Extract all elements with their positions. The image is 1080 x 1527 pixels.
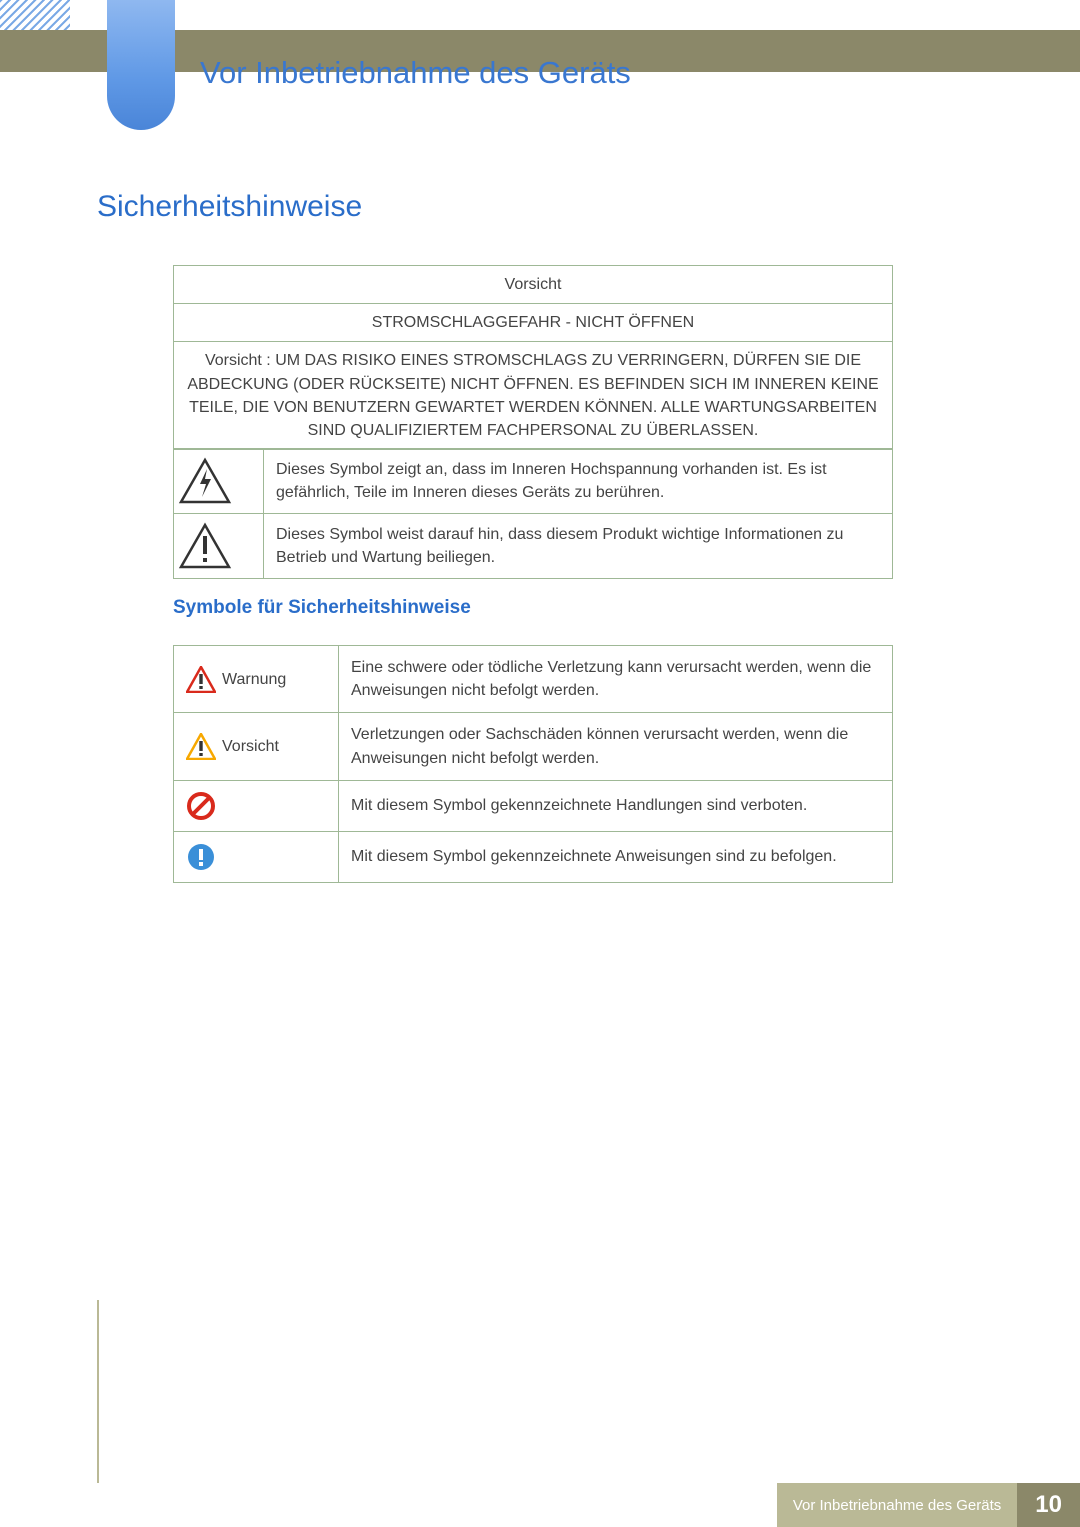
safety-symbol-table: Warnung Eine schwere oder tödliche Verle…: [173, 645, 893, 883]
caution-box: Vorsicht STROMSCHLAGGEFAHR - NICHT ÖFFNE…: [173, 265, 893, 450]
important-info-icon: [178, 522, 232, 570]
caution-text: Verletzungen oder Sachschäden können ver…: [339, 713, 893, 780]
page-footer: Vor Inbetriebnahme des Geräts 10: [97, 1483, 1080, 1527]
warning-icon: [186, 666, 216, 693]
chapter-title: Vor Inbetriebnahme des Geräts: [200, 55, 631, 91]
subsection-title: Symbole für Sicherheitshinweise: [173, 597, 471, 619]
left-side-line: [97, 1300, 99, 1483]
important-info-text: Dieses Symbol weist darauf hin, dass die…: [264, 514, 893, 579]
hazard-symbol-table: Dieses Symbol zeigt an, dass im Inneren …: [173, 448, 893, 579]
caution-line1: Vorsicht: [174, 266, 893, 304]
high-voltage-icon-cell: [174, 449, 264, 514]
high-voltage-text: Dieses Symbol zeigt an, dass im Inneren …: [264, 449, 893, 514]
table-row: Mit diesem Symbol gekennzeichnete Anweis…: [174, 831, 893, 882]
section-title: Sicherheitshinweise: [97, 190, 362, 224]
header-blue-tab: [107, 0, 175, 130]
warning-text: Eine schwere oder tödliche Verletzung ka…: [339, 646, 893, 713]
mandatory-icon: [186, 842, 216, 872]
footer-chapter-label: Vor Inbetriebnahme des Geräts: [777, 1483, 1017, 1527]
caution-label: Vorsicht: [222, 735, 279, 758]
warning-label: Warnung: [222, 668, 286, 691]
table-row: Warnung Eine schwere oder tödliche Verle…: [174, 646, 893, 713]
important-info-icon-cell: [174, 514, 264, 579]
caution-line2: STROMSCHLAGGEFAHR - NICHT ÖFFNEN: [174, 304, 893, 342]
caution-body: Vorsicht : UM DAS RISIKO EINES STROMSCHL…: [174, 342, 893, 450]
table-row: Mit diesem Symbol gekennzeichnete Handlu…: [174, 780, 893, 831]
prohibited-icon: [186, 791, 216, 821]
table-row: Vorsicht Verletzungen oder Sachschäden k…: [174, 713, 893, 780]
prohibited-text: Mit diesem Symbol gekennzeichnete Handlu…: [339, 780, 893, 831]
mandatory-text: Mit diesem Symbol gekennzeichnete Anweis…: [339, 831, 893, 882]
caution-icon: [186, 733, 216, 760]
high-voltage-icon: [178, 457, 232, 505]
footer-page-number: 10: [1017, 1483, 1080, 1527]
